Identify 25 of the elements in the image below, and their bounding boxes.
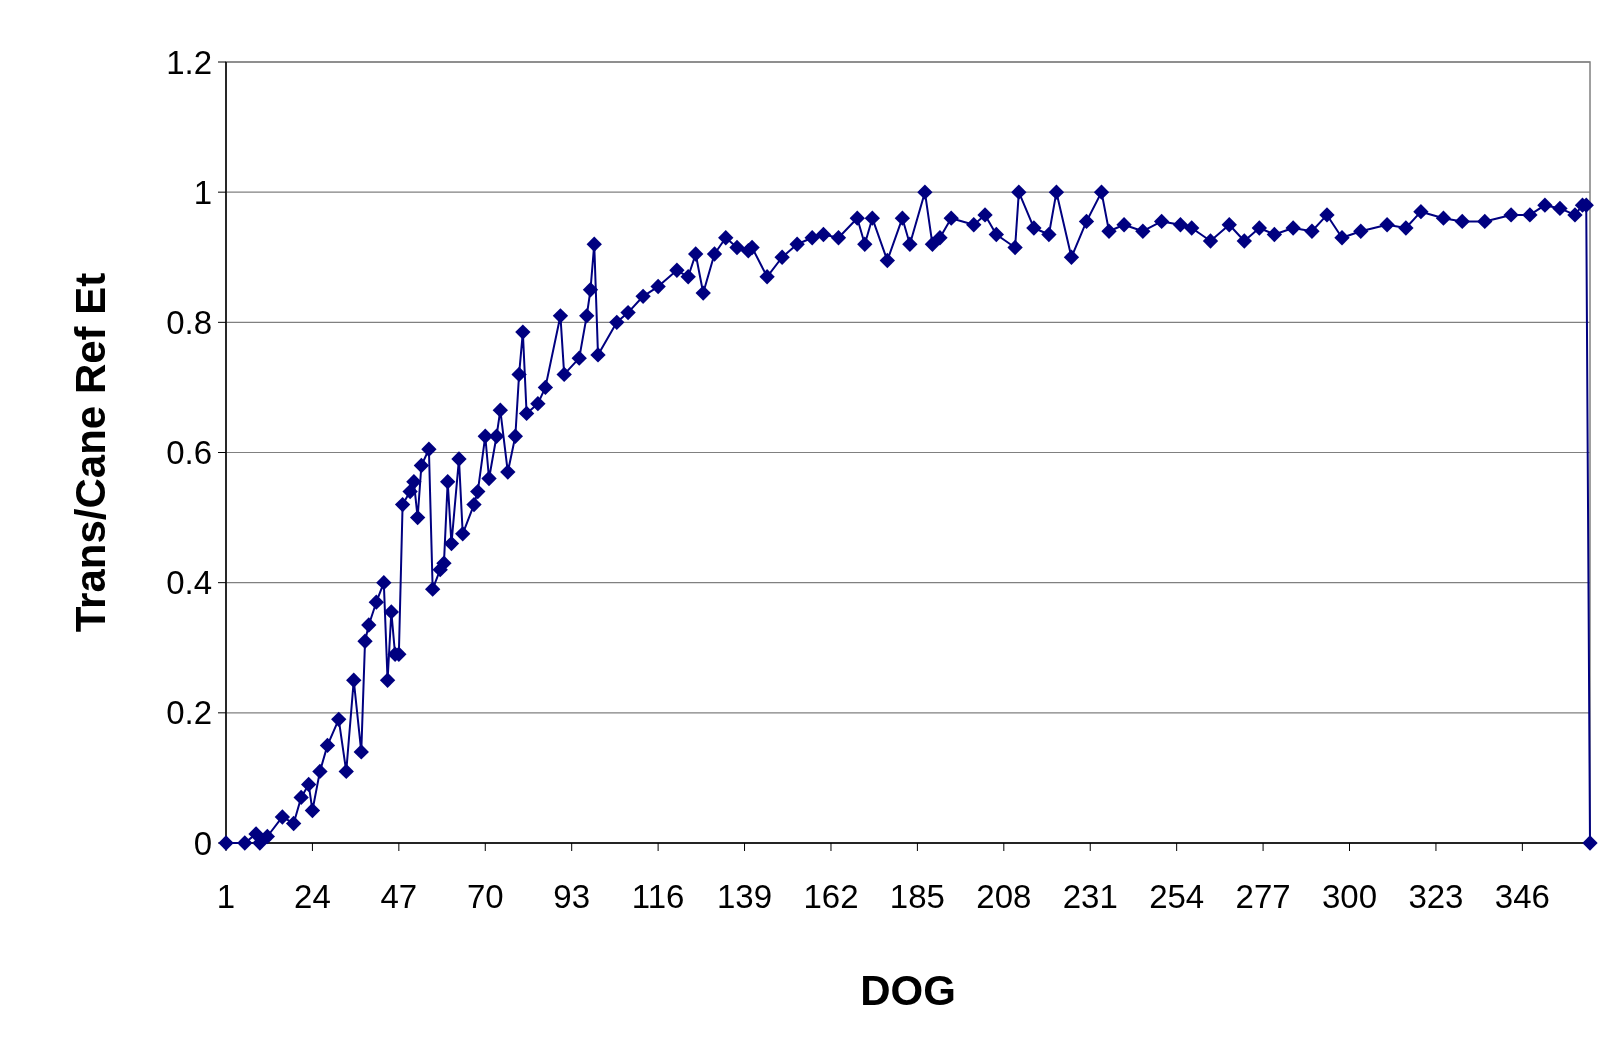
x-tick-label: 1 (216, 878, 236, 915)
x-tick-label: 346 (1494, 878, 1550, 915)
x-tick-label: 185 (889, 878, 945, 915)
y-axis-title: Trans/Cane Ref Et (67, 272, 114, 633)
x-axis-title: DOG (860, 967, 956, 1014)
x-tick-label: 323 (1408, 878, 1464, 915)
x-tick-label: 47 (380, 878, 418, 915)
x-tick-label: 24 (294, 878, 331, 915)
x-tick-label: 277 (1235, 878, 1291, 915)
y-tick-label: 0 (193, 824, 212, 862)
x-tick-label: 116 (631, 878, 685, 915)
x-tick-label: 300 (1321, 878, 1378, 915)
y-tick-label: 1 (193, 173, 212, 211)
x-tick-label: 93 (553, 878, 591, 915)
y-tick-label: 0.4 (166, 564, 212, 602)
y-tick-label: 0.2 (166, 694, 212, 732)
x-tick-label: 231 (1062, 878, 1118, 915)
y-tick-label: 0.6 (166, 434, 212, 472)
x-tick-label: 208 (976, 878, 1032, 915)
x-tick-label: 162 (803, 878, 859, 915)
y-tick-label: 0.8 (166, 303, 212, 341)
x-tick-label: 139 (717, 878, 773, 915)
y-tick-label: 1.2 (166, 43, 212, 81)
x-tick-label: 254 (1149, 878, 1205, 915)
x-tick-label: 70 (466, 878, 504, 915)
